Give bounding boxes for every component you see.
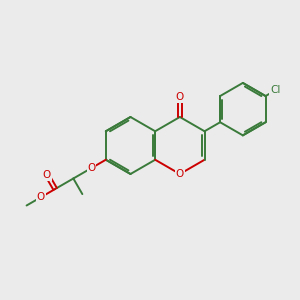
Text: O: O xyxy=(37,192,45,202)
Text: O: O xyxy=(43,170,51,180)
Text: O: O xyxy=(87,163,96,173)
Text: O: O xyxy=(176,169,184,179)
Text: O: O xyxy=(176,92,184,103)
Text: Cl: Cl xyxy=(270,85,280,95)
